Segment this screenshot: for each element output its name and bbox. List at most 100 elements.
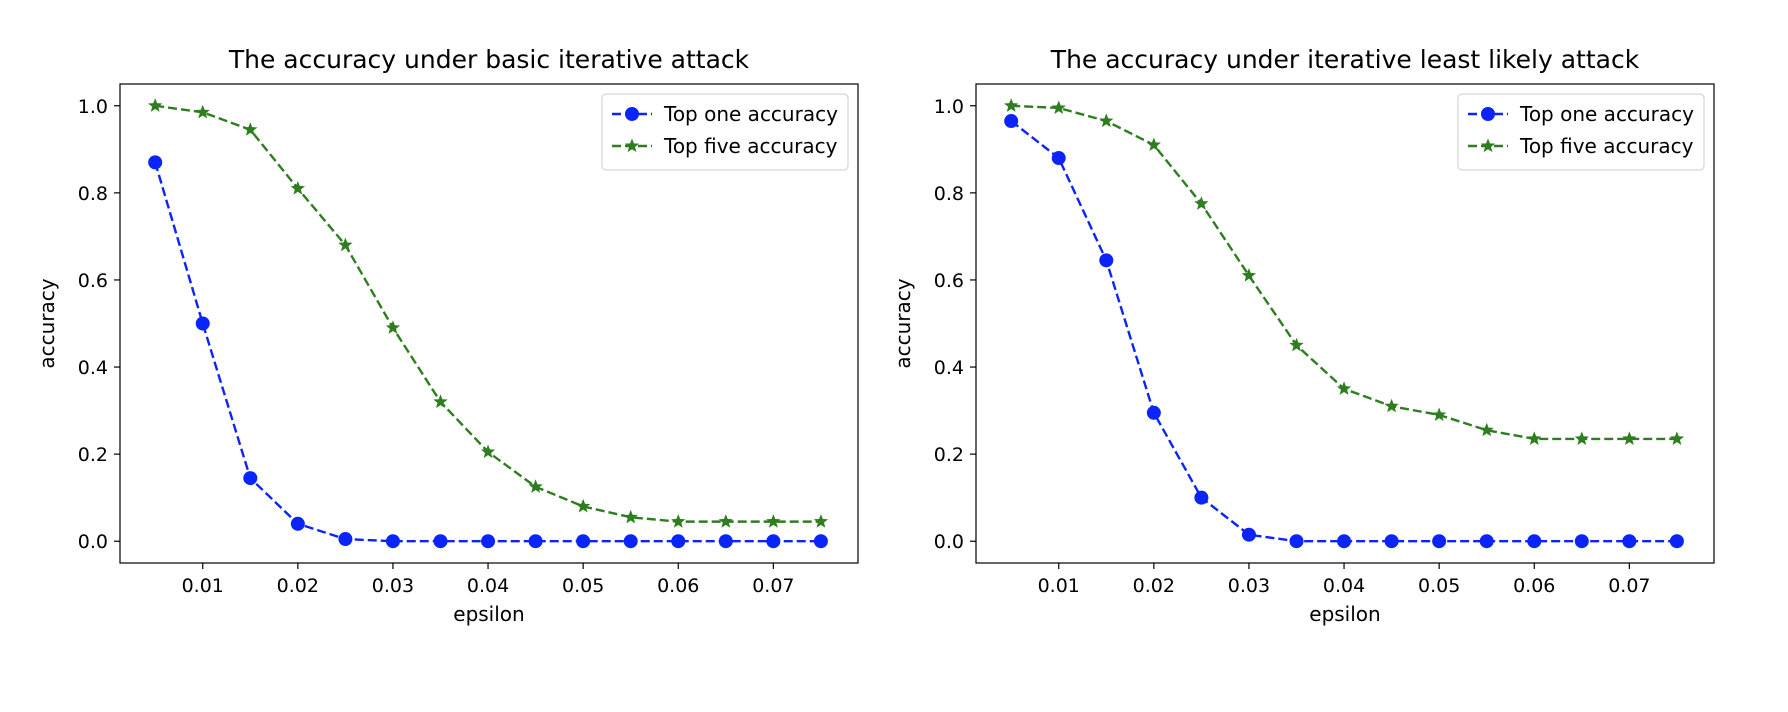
data-point-top-one (1432, 534, 1447, 549)
x-tick-label: 0.01 (1038, 575, 1080, 597)
legend-marker-circle (625, 107, 639, 121)
data-point-top-one (1146, 405, 1161, 420)
data-point-top-five (385, 320, 401, 334)
data-point-top-one (1241, 527, 1256, 542)
data-point-top-one (1669, 534, 1684, 549)
data-point-top-five (1622, 431, 1637, 445)
x-tick-label: 0.04 (1323, 575, 1365, 597)
y-tick-label: 0.8 (934, 183, 964, 205)
data-point-top-one (1004, 114, 1019, 129)
y-axis-label: accuracy (35, 278, 59, 368)
data-point-top-five (1051, 100, 1066, 115)
y-tick-label: 1.0 (78, 96, 108, 118)
y-tick-label: 0.2 (78, 444, 108, 466)
data-point-top-one (1194, 490, 1209, 505)
axes-frame (119, 83, 859, 564)
x-tick-label: 0.06 (1513, 575, 1555, 597)
data-point-top-one (1051, 151, 1066, 166)
y-tick-label: 0.4 (78, 357, 108, 379)
y-tick-label: 1.0 (934, 96, 964, 118)
data-point-top-one (671, 534, 686, 549)
data-point-top-five (1289, 337, 1304, 352)
legend-box (1457, 93, 1705, 171)
x-tick-label: 0.02 (277, 575, 319, 597)
data-point-top-one (813, 534, 828, 549)
data-point-top-five (813, 514, 829, 528)
data-point-top-five (433, 394, 448, 408)
x-tick-label: 0.05 (562, 575, 604, 597)
data-point-top-one (576, 534, 591, 549)
data-point-top-one (528, 534, 543, 549)
data-point-top-five (718, 514, 733, 528)
data-point-top-one (243, 471, 258, 486)
data-point-top-one (290, 516, 305, 531)
data-point-top-one (148, 155, 163, 170)
data-point-top-five (480, 444, 496, 459)
data-point-top-five (1146, 137, 1161, 152)
data-point-top-five (623, 509, 638, 524)
data-point-top-one (718, 534, 733, 549)
legend-label: Top five accuracy (663, 134, 838, 158)
y-axis-label: accuracy (891, 278, 915, 368)
y-tick-label: 0.2 (934, 444, 964, 466)
data-point-top-five (576, 498, 591, 513)
data-point-top-five (1432, 407, 1447, 422)
y-tick-label: 0.8 (78, 183, 108, 205)
x-axis-label: epsilon (453, 602, 524, 626)
data-point-top-one (1527, 534, 1542, 549)
data-point-top-five (671, 514, 686, 528)
data-point-top-one (1289, 534, 1304, 549)
data-point-top-one (1337, 534, 1352, 549)
y-tick-label: 0.6 (934, 270, 964, 292)
x-tick-label: 0.03 (372, 575, 414, 597)
data-point-top-five (1336, 381, 1352, 395)
data-point-top-five (1099, 113, 1114, 128)
data-point-top-one (1479, 534, 1494, 549)
data-point-top-five (1479, 422, 1494, 437)
x-tick-label: 0.04 (467, 575, 509, 597)
data-point-top-one (1574, 534, 1589, 549)
data-point-top-five (1194, 196, 1209, 210)
data-point-top-one (481, 534, 496, 549)
legend-marker-star (624, 138, 640, 153)
y-tick-label: 0.6 (78, 270, 108, 292)
data-point-top-five (1574, 431, 1589, 445)
x-tick-label: 0.07 (1608, 575, 1650, 597)
chart-title: The accuracy under iterative least likel… (1050, 45, 1640, 74)
x-tick-label: 0.03 (1228, 575, 1270, 597)
data-point-top-one (623, 534, 638, 549)
legend-label: Top one accuracy (663, 102, 838, 126)
data-point-top-five (1241, 268, 1257, 282)
x-tick-label: 0.02 (1133, 575, 1175, 597)
data-point-top-five (290, 181, 305, 195)
data-point-top-five (528, 479, 543, 493)
data-point-top-five (1004, 98, 1019, 112)
x-axis-label: epsilon (1309, 602, 1380, 626)
data-point-top-five (1527, 431, 1542, 445)
legend-label: Top one accuracy (1519, 102, 1694, 126)
data-point-top-five (1384, 398, 1399, 413)
series-line-top-one (154, 162, 821, 543)
x-tick-label: 0.05 (1418, 575, 1460, 597)
series-line-top-one (1010, 120, 1677, 543)
x-tick-label: 0.07 (752, 575, 794, 597)
data-point-top-one (1622, 534, 1637, 549)
y-tick-label: 0.0 (934, 531, 964, 553)
legend-marker-circle (1481, 107, 1495, 121)
data-point-top-one (766, 534, 781, 549)
legend-marker-star (1480, 138, 1496, 153)
data-point-top-five (1669, 431, 1685, 445)
legend-box (601, 93, 849, 171)
legend-label: Top five accuracy (1519, 134, 1694, 158)
y-tick-label: 0.0 (78, 531, 108, 553)
data-point-top-one (1384, 534, 1399, 549)
y-tick-label: 0.4 (934, 357, 964, 379)
axes-frame (975, 83, 1715, 564)
data-point-top-five (766, 514, 781, 528)
data-point-top-one (433, 534, 448, 549)
x-tick-label: 0.01 (182, 575, 224, 597)
data-point-top-five (243, 122, 258, 136)
data-point-top-five (338, 237, 353, 252)
left-chart-panel: The accuracy under basic iterative attac… (35, 45, 859, 626)
